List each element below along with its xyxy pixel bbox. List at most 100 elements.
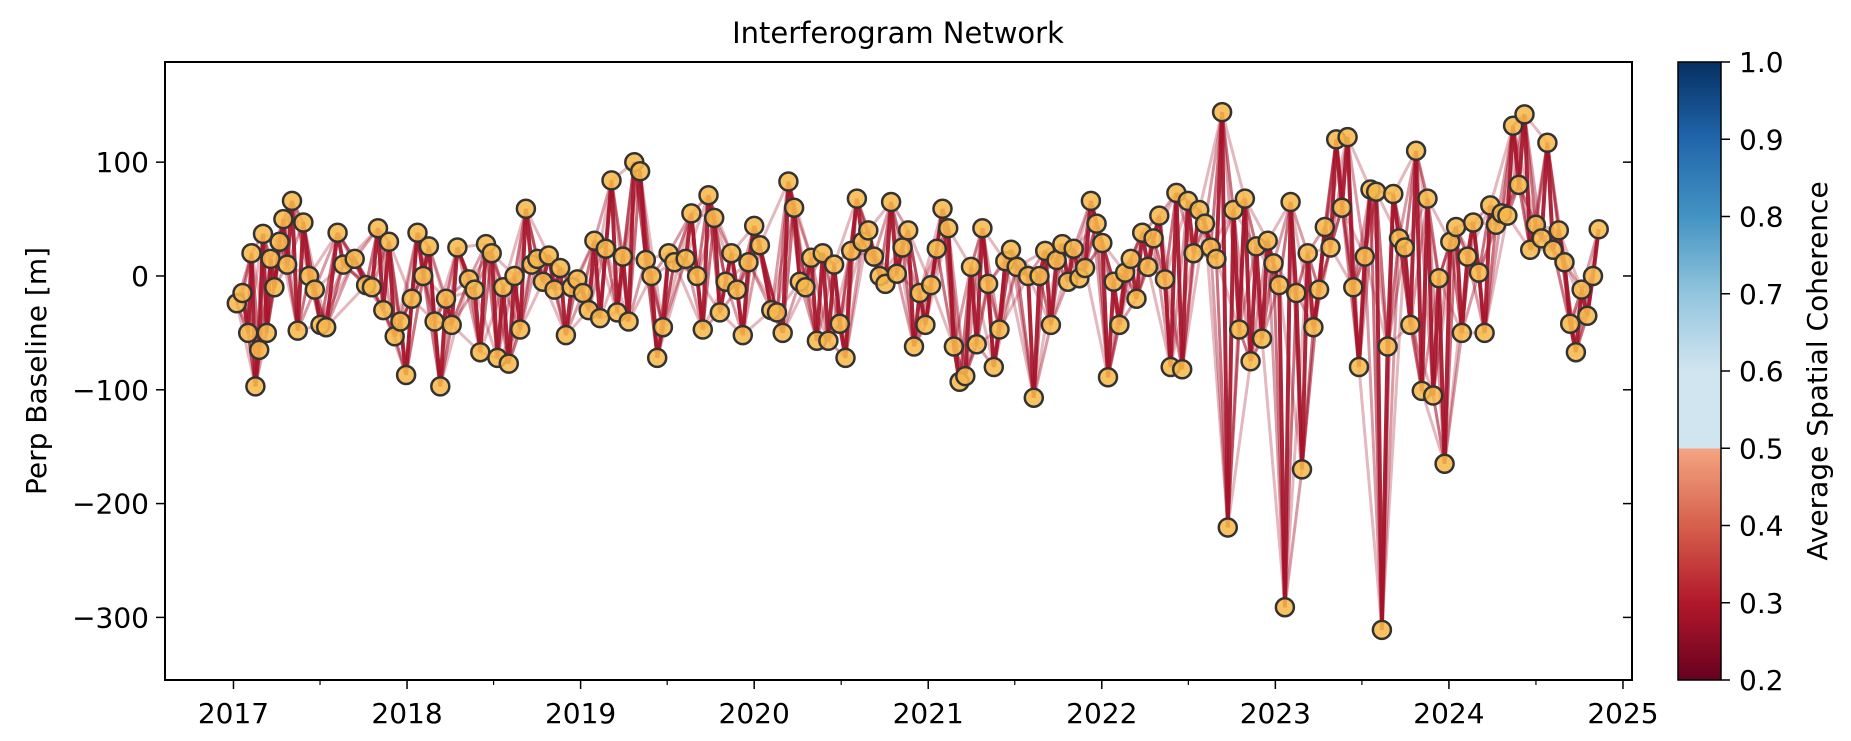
data-point: [1582, 265, 1604, 287]
data-point: [749, 234, 771, 256]
network-edge: [478, 286, 505, 353]
colorbar-tick-label: 0.5: [1739, 432, 1784, 465]
network-edge: [473, 289, 499, 359]
colorbar-tick-label: 0.7: [1739, 278, 1784, 311]
data-point: [858, 220, 879, 241]
network-edge: [1425, 198, 1436, 396]
data-point: [1331, 197, 1353, 218]
data-point: [726, 279, 748, 300]
network-edge: [1488, 125, 1515, 206]
network-edge: [449, 247, 460, 326]
network-edge: [1385, 193, 1396, 347]
data-point: [1314, 216, 1336, 238]
data-point: [1377, 336, 1398, 357]
data-point: [1537, 132, 1558, 154]
data-point: [401, 288, 423, 309]
network-edge: [1048, 259, 1059, 326]
network-edge: [1226, 361, 1253, 528]
x-tick-label: 2023: [1240, 697, 1311, 730]
data-point: [1268, 274, 1290, 296]
data-point: [863, 246, 885, 267]
data-point: [441, 314, 462, 336]
colorbar-label: Average Spatial Coherence: [1801, 181, 1834, 560]
data-point: [1086, 213, 1107, 234]
data-point: [269, 231, 290, 253]
data-point: [983, 356, 1005, 378]
data-point: [1171, 359, 1193, 380]
data-point: [237, 322, 259, 344]
data-point: [903, 336, 925, 357]
data-point: [273, 208, 294, 230]
data-point: [892, 237, 913, 258]
data-point: [692, 319, 714, 340]
x-tick-label: 2019: [545, 697, 616, 730]
data-point: [1337, 126, 1358, 148]
network-edge: [1225, 209, 1236, 528]
chart-title: Interferogram Network: [732, 16, 1064, 50]
network-edge: [946, 228, 956, 347]
data-point: [241, 242, 262, 264]
colorbar: [1677, 61, 1722, 681]
network-edge: [409, 232, 420, 299]
data-point: [675, 248, 696, 270]
data-point: [1234, 188, 1256, 209]
data-point: [367, 217, 389, 239]
data-point: [629, 161, 651, 182]
network-edge: [889, 201, 899, 274]
data-point: [390, 311, 411, 332]
data-point: [595, 238, 617, 259]
data-point: [1206, 248, 1227, 270]
x-tick-label: 2018: [371, 697, 442, 730]
data-point: [424, 311, 445, 332]
data-point: [248, 339, 270, 361]
colorbar-tick-label: 0.8: [1739, 201, 1784, 234]
network-edge: [1277, 284, 1304, 470]
network-edge: [684, 194, 710, 260]
network-edge: [1442, 241, 1453, 464]
x-tick-label: 2025: [1587, 697, 1658, 730]
data-point: [972, 217, 993, 239]
network-edge: [1283, 469, 1304, 608]
data-point: [709, 302, 731, 323]
data-point: [304, 279, 326, 300]
network-edge: [1420, 390, 1447, 465]
network-edge: [1220, 112, 1230, 528]
network-edge: [1288, 201, 1299, 294]
data-point: [1257, 230, 1278, 251]
data-point: [572, 282, 594, 304]
network-edge: [1300, 253, 1310, 470]
data-point: [920, 274, 942, 296]
data-point: [1422, 385, 1444, 406]
data-point: [681, 203, 702, 224]
data-point: [327, 222, 348, 243]
network-edge: [1031, 275, 1042, 398]
network-edge: [1459, 256, 1470, 334]
network-edge: [1242, 198, 1253, 362]
data-point: [232, 282, 253, 304]
data-point: [1542, 239, 1564, 261]
network-edge: [1032, 324, 1053, 399]
network-edge: [1505, 125, 1516, 216]
network-edge: [661, 258, 688, 328]
colorbar-tick-label: 1.0: [1739, 46, 1784, 79]
data-point: [926, 238, 948, 259]
network-edge: [758, 180, 790, 246]
data-point: [1588, 219, 1609, 240]
data-point: [1405, 140, 1427, 162]
data-point: [1120, 248, 1142, 270]
data-point: [618, 311, 639, 332]
data-point: [932, 198, 953, 220]
network-edge: [404, 298, 414, 376]
data-point: [373, 299, 394, 321]
data-point: [1462, 212, 1484, 233]
colorbar-tick-label: 0.3: [1739, 587, 1784, 620]
network-edge: [1146, 266, 1173, 368]
data-point: [1571, 279, 1592, 300]
x-tick-label: 2020: [719, 697, 790, 730]
data-point: [943, 336, 965, 357]
data-point: [1297, 242, 1318, 264]
data-point: [743, 215, 765, 237]
network-edge: [1282, 201, 1293, 608]
data-point: [245, 376, 266, 397]
